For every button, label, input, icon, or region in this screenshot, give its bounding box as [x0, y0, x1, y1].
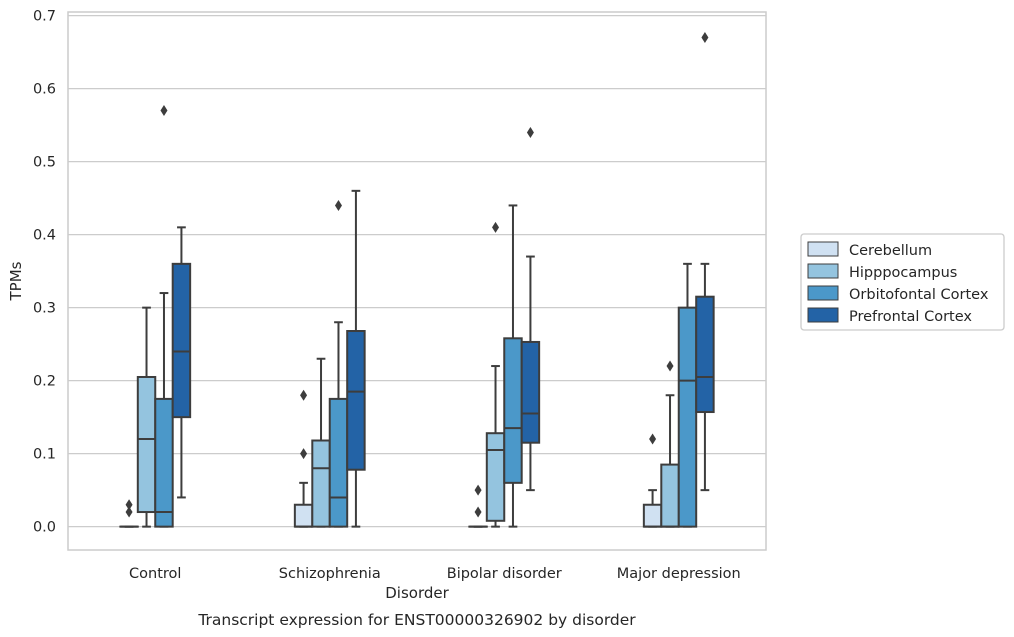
legend-item: Orbitofontal Cortex [807, 285, 989, 303]
y-tick-label: 0.5 [33, 155, 56, 171]
y-tick-label: 0.6 [33, 82, 56, 98]
box-Bipolar disorder-Prefrontal Cortex [520, 126, 541, 492]
box-Bipolar disorder-Hipppocampus [485, 221, 506, 528]
x-axis-ticks: Control Schizophrenia Bipolar disorder Majo… [129, 566, 741, 582]
outlier-point [526, 126, 534, 138]
legend-swatch [807, 307, 839, 323]
box-Control-Prefrontal Cortex [171, 226, 192, 499]
box-Major depression-Hipppocampus [660, 360, 680, 528]
legend-frame [800, 233, 1005, 331]
box-body [311, 439, 331, 528]
box-body [328, 397, 349, 528]
legend-label: Cerebellum [849, 243, 932, 259]
box-Schizophrenia-Prefrontal Cortex [346, 189, 366, 528]
legend-item: Hipppocampus [807, 263, 957, 281]
box-body [695, 295, 715, 414]
chart-title: Transcript expression for ENST0000032690… [197, 611, 636, 629]
box-body [346, 330, 366, 471]
box-Bipolar disorder-Cerebellum [468, 484, 488, 528]
y-axis-label: TPMs [7, 261, 25, 301]
plot-boxes [119, 32, 715, 528]
legend-swatch [807, 263, 839, 279]
outlier-point [160, 105, 168, 117]
box-body [293, 503, 314, 528]
box-body [660, 463, 680, 528]
legend-swatch [807, 285, 839, 301]
outlier-point [649, 433, 657, 445]
y-tick-label: 0.1 [33, 447, 56, 463]
outlier-point [334, 199, 342, 211]
x-tick-label: Control [129, 566, 181, 582]
box-body [154, 397, 174, 528]
legend-swatch [807, 241, 839, 257]
plot-frame [67, 11, 767, 551]
outlier-point [300, 448, 308, 460]
legend-label: Prefrontal Cortex [849, 309, 972, 325]
y-tick-label: 0.7 [33, 9, 56, 25]
legend-item: Cerebellum [807, 241, 932, 259]
box-Control-Orbitofontal Cortex [154, 105, 174, 528]
box-body [642, 503, 663, 528]
legend-item: Prefrontal Cortex [807, 307, 972, 325]
y-tick-label: 0.0 [33, 520, 56, 536]
x-tick-label: Major depression [617, 566, 741, 582]
y-tick-label: 0.3 [33, 301, 56, 317]
outlier-point [474, 484, 482, 496]
box-Major depression-Orbitofontal Cortex [677, 262, 698, 528]
box-body [677, 306, 698, 528]
outlier-point [300, 389, 308, 401]
x-tick-label: Schizophrenia [279, 566, 381, 582]
box-Major depression-Cerebellum [642, 433, 663, 528]
outlier-point [125, 506, 133, 518]
legend: Cerebellum Hipppocampus Orbitofontal Corte… [800, 233, 1005, 331]
x-axis-label: Disorder [385, 584, 449, 602]
outlier-point [701, 32, 709, 44]
box-Major depression-Prefrontal Cortex [695, 32, 715, 492]
box-body [136, 375, 157, 514]
y-axis-ticks: 0.0 0.1 0.2 0.3 0.4 0.5 0.6 0.7 [33, 9, 56, 536]
box-body [171, 262, 192, 419]
legend-label: Hipppocampus [849, 265, 957, 281]
outlier-point [492, 221, 500, 233]
y-tick-label: 0.2 [33, 374, 56, 390]
box-Control-Cerebellum [119, 499, 139, 528]
box-body [485, 432, 506, 522]
box-body [520, 340, 541, 444]
outlier-point [474, 506, 482, 518]
box-body [503, 337, 523, 484]
x-tick-label: Bipolar disorder [447, 566, 562, 582]
box-Schizophrenia-Orbitofontal Cortex [328, 199, 349, 528]
outlier-point [125, 499, 133, 511]
legend-label: Orbitofontal Cortex [849, 287, 989, 303]
outlier-point [666, 360, 674, 372]
y-tick-label: 0.4 [33, 228, 56, 244]
